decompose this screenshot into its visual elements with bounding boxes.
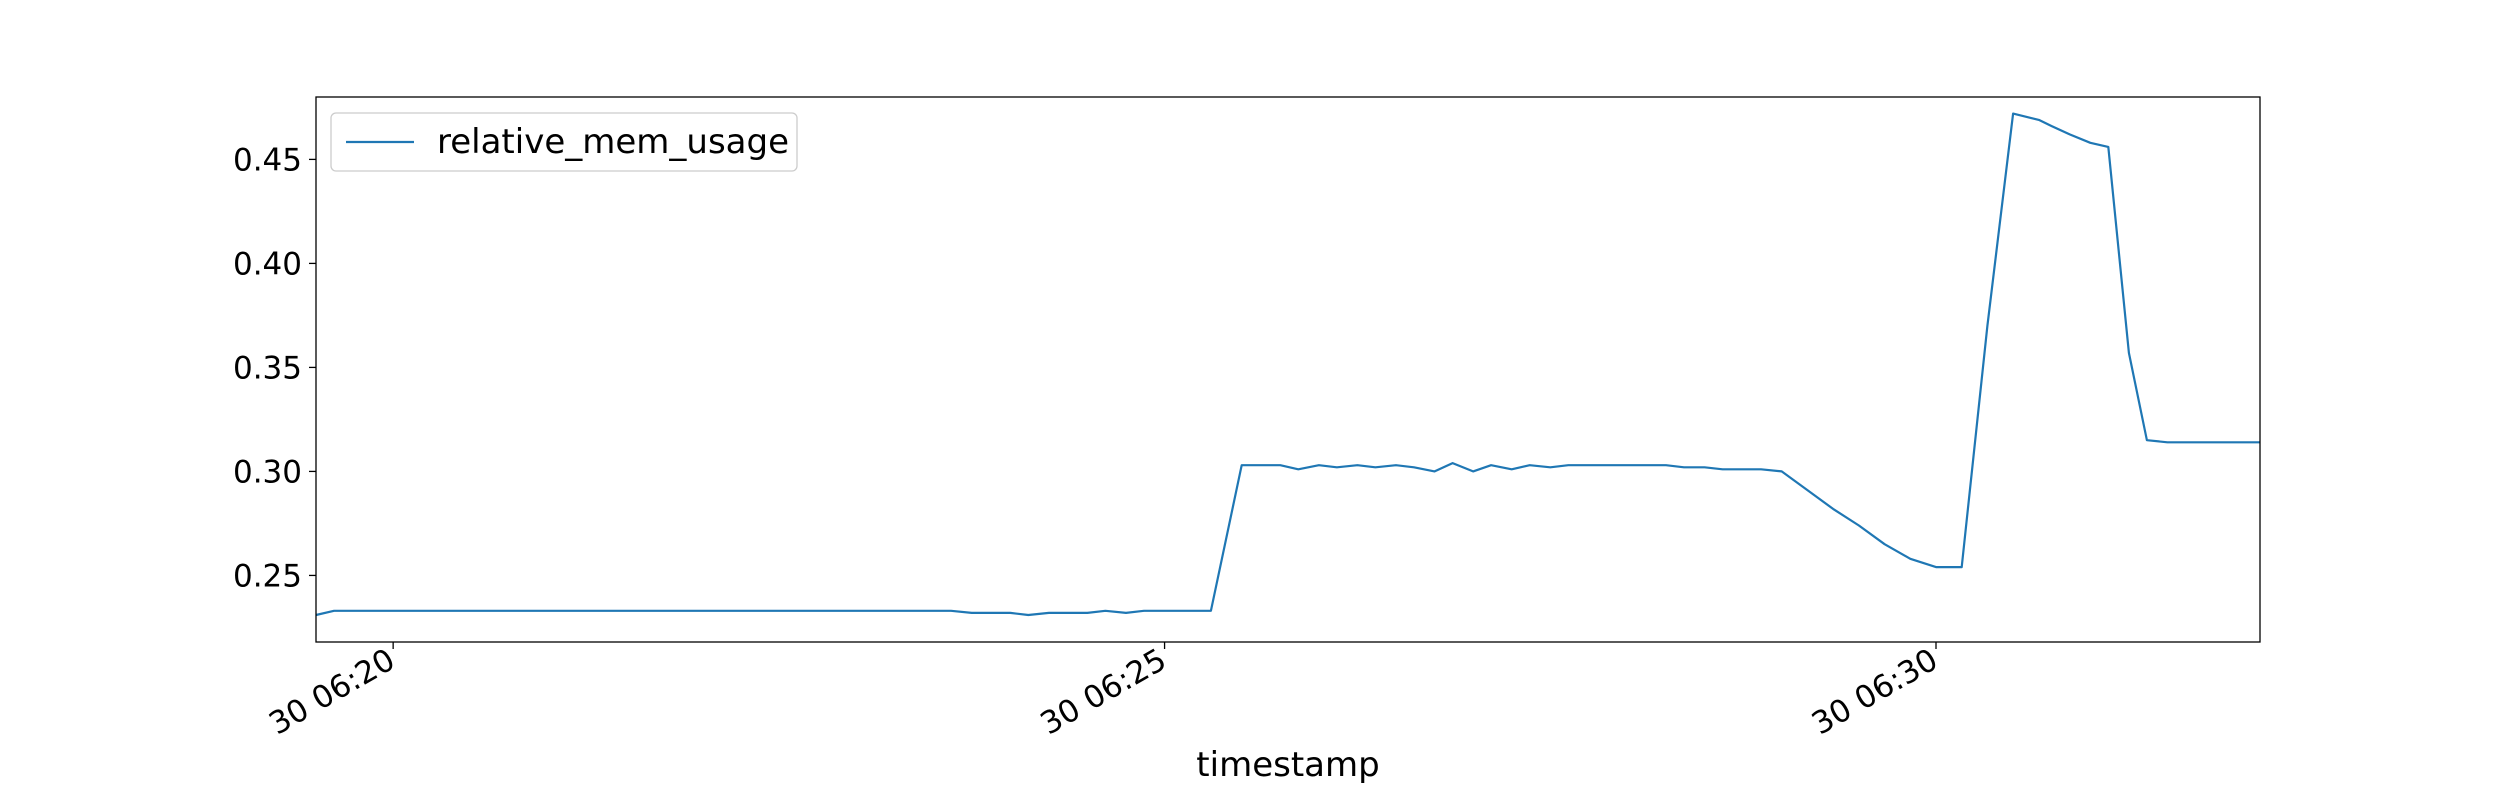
y-tick-label: 0.35 — [233, 350, 302, 386]
y-tick-label: 0.45 — [233, 142, 302, 178]
axes: 0.25 0.30 0.35 0.40 0.45 30 06:20 30 06:25 30 0… — [233, 96, 2261, 742]
x-axis-label: timestamp — [1196, 745, 1379, 785]
legend-label: relative_mem_usage — [437, 122, 789, 162]
x-tick-label: 30 06:20 — [263, 642, 401, 742]
legend-box — [330, 112, 798, 172]
legend: relative_mem_usage — [330, 112, 798, 172]
plot-area — [315, 112, 2260, 617]
x-tick-label: 30 06:25 — [1035, 642, 1173, 742]
y-tick-label: 0.30 — [233, 454, 302, 490]
y-tick-label: 0.25 — [233, 558, 302, 594]
y-tick-label: 0.40 — [233, 246, 302, 282]
x-tick-label: 30 06:30 — [1806, 642, 1944, 742]
plot-frame — [315, 96, 2261, 643]
series-line-0 — [315, 112, 2260, 617]
